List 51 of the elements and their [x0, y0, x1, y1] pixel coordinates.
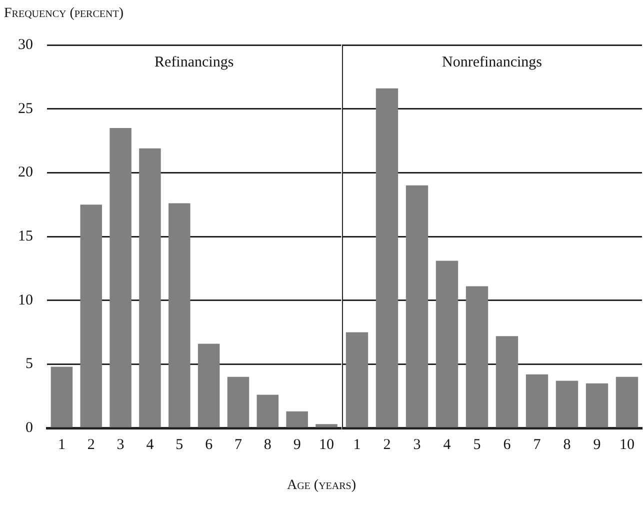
text: Refinancings	[154, 54, 234, 70]
bar	[526, 374, 548, 428]
x-tick-label: 8	[563, 436, 571, 453]
x-tick-label: 2	[383, 436, 391, 453]
bar	[436, 260, 458, 428]
y-tick-label: 5	[26, 356, 33, 372]
bar	[286, 411, 308, 428]
x-tick-label: 10	[620, 436, 634, 453]
x-tick-label: 10	[319, 436, 334, 453]
bar	[556, 380, 578, 428]
bar	[616, 376, 638, 428]
bar	[496, 336, 518, 428]
x-tick-label: 6	[503, 436, 512, 453]
x-tick-label: 7	[234, 436, 242, 453]
bar	[316, 424, 338, 428]
y-tick-label: 20	[18, 164, 33, 181]
text: Nonrefinancings	[442, 54, 542, 70]
bar	[586, 383, 608, 428]
y-tick-label: 30	[18, 36, 33, 53]
y-tick-label: 15	[18, 228, 33, 244]
x-tick-label: 3	[413, 436, 421, 453]
x-tick-label: 8	[264, 436, 272, 453]
x-tick-label: 4	[443, 436, 452, 453]
x-tick-label: 2	[87, 436, 95, 453]
y-tick-label: 0	[26, 420, 33, 436]
y-axis-title: Frequency (percent)	[4, 6, 124, 22]
y-tick-label: 10	[18, 292, 33, 308]
bar	[406, 185, 428, 428]
x-tick-label: 5	[473, 436, 481, 453]
bar	[346, 332, 368, 428]
x-axis-title: Age (years)	[286, 478, 356, 494]
x-tick-label: 1	[58, 436, 66, 453]
bar	[110, 128, 132, 428]
bar	[80, 204, 102, 428]
x-tick-label: 4	[146, 436, 154, 453]
bar	[256, 394, 279, 428]
x-tick-label: 9	[593, 436, 601, 453]
x-tick-label: 1	[353, 436, 361, 453]
bar	[50, 366, 73, 428]
bar	[198, 344, 220, 428]
bar	[168, 203, 190, 428]
x-tick-label: 5	[176, 436, 184, 453]
x-tick-label: 3	[116, 436, 124, 453]
x-tick-label: 6	[205, 436, 214, 453]
x-tick-label: 7	[533, 436, 542, 453]
x-tick-label: 9	[293, 436, 301, 453]
bar	[227, 376, 250, 428]
y-tick-label: 25	[18, 100, 33, 117]
bar	[466, 286, 488, 428]
bar	[139, 148, 161, 428]
bar	[376, 88, 398, 428]
